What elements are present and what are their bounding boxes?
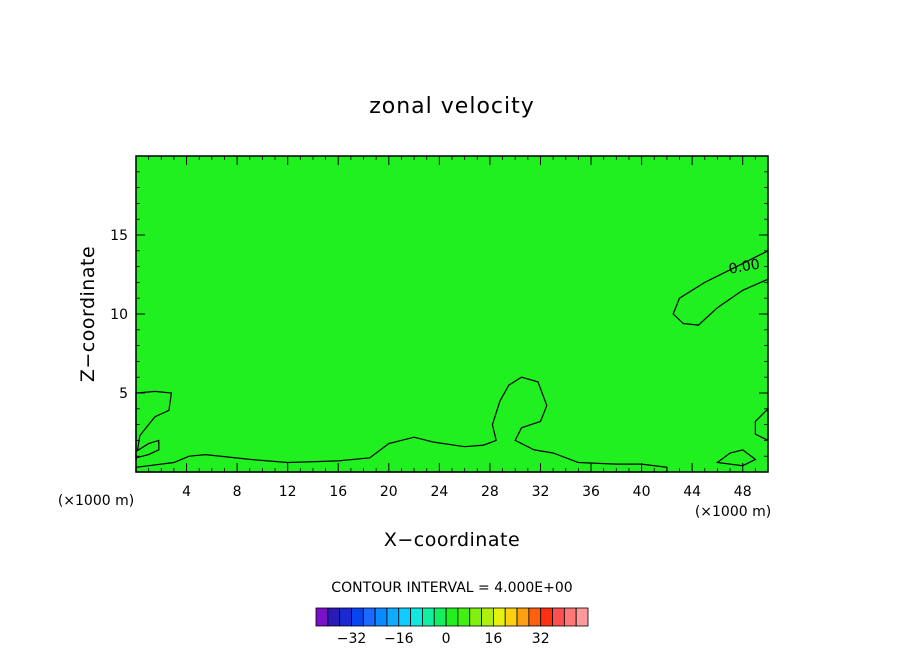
x-unit-left: (×1000 m)	[58, 493, 134, 509]
x-tick-label: 12	[279, 484, 297, 500]
colorbar-swatch	[386, 607, 400, 627]
x-tick-label: 4	[182, 484, 191, 500]
chart-title: zonal velocity	[369, 94, 535, 119]
x-tick-label: 40	[633, 484, 651, 500]
colorbar-swatch	[457, 607, 471, 627]
x-tick-label: 20	[380, 484, 398, 500]
colorbar-tick-labels: −32 −16 0 16 32	[337, 631, 550, 647]
plot-background	[136, 156, 768, 472]
colorbar-tick-label: −32	[337, 631, 367, 647]
y-axis-title: Z−coordinate	[77, 246, 99, 382]
colorbar-swatch	[433, 607, 447, 627]
colorbar-swatch	[315, 607, 329, 627]
x-tick-label: 32	[532, 484, 550, 500]
contour-regions	[135, 249, 769, 473]
x-axis-title: X−coordinate	[384, 529, 520, 551]
colorbar-swatch	[327, 607, 341, 627]
colorbar-tick-label: 16	[484, 631, 502, 647]
colorbar-swatch	[504, 607, 518, 627]
colorbar-swatch	[563, 607, 577, 627]
x-unit-right: (×1000 m)	[695, 504, 771, 520]
colorbar-swatch	[575, 607, 589, 627]
colorbar-swatch	[374, 607, 388, 627]
colorbar-swatch	[398, 607, 412, 627]
colorbar-tick-label: −16	[384, 631, 414, 647]
colorbar-swatch	[362, 607, 376, 627]
contour-region-left-edge-lobe	[135, 390, 173, 461]
y-tick-label: 5	[119, 386, 128, 402]
colorbar-swatch	[540, 607, 553, 627]
x-tick-label: 36	[582, 484, 600, 500]
x-tick-label: 44	[683, 484, 701, 500]
colorbar-swatch	[516, 607, 530, 627]
colorbar-swatch	[528, 607, 542, 627]
colorbar-swatch	[422, 607, 435, 627]
x-tick-label: 48	[734, 484, 752, 500]
contour-interval-text: CONTOUR INTERVAL = 4.000E+00	[331, 580, 572, 596]
colorbar-swatch	[481, 607, 494, 627]
contour-region-surface-band	[135, 376, 668, 473]
colorbar-swatch	[552, 607, 565, 627]
colorbar-swatch	[492, 607, 506, 627]
x-tick-label: 28	[481, 484, 499, 500]
colorbar-tick-label: 0	[442, 631, 451, 647]
x-axis-ticks: 4 8 12 16 20 24 28 32 36 40 44 48	[148, 156, 756, 500]
colorbar-swatch	[339, 607, 352, 627]
y-tick-label: 15	[110, 228, 128, 244]
colorbar-swatch	[410, 607, 423, 627]
colorbar	[315, 607, 589, 627]
contour-label: 0.00	[728, 256, 761, 277]
y-axis-ticks: 5 10 15	[110, 171, 768, 457]
y-tick-label: 10	[110, 307, 128, 323]
colorbar-swatch	[351, 607, 364, 627]
colorbar-swatch	[469, 607, 482, 627]
contour-region-right-low-lobe	[715, 449, 757, 467]
x-tick-label: 8	[233, 484, 242, 500]
x-tick-label: 16	[329, 484, 347, 500]
x-tick-label: 24	[430, 484, 448, 500]
colorbar-tick-label: 32	[532, 631, 550, 647]
colorbar-swatch	[445, 607, 459, 627]
